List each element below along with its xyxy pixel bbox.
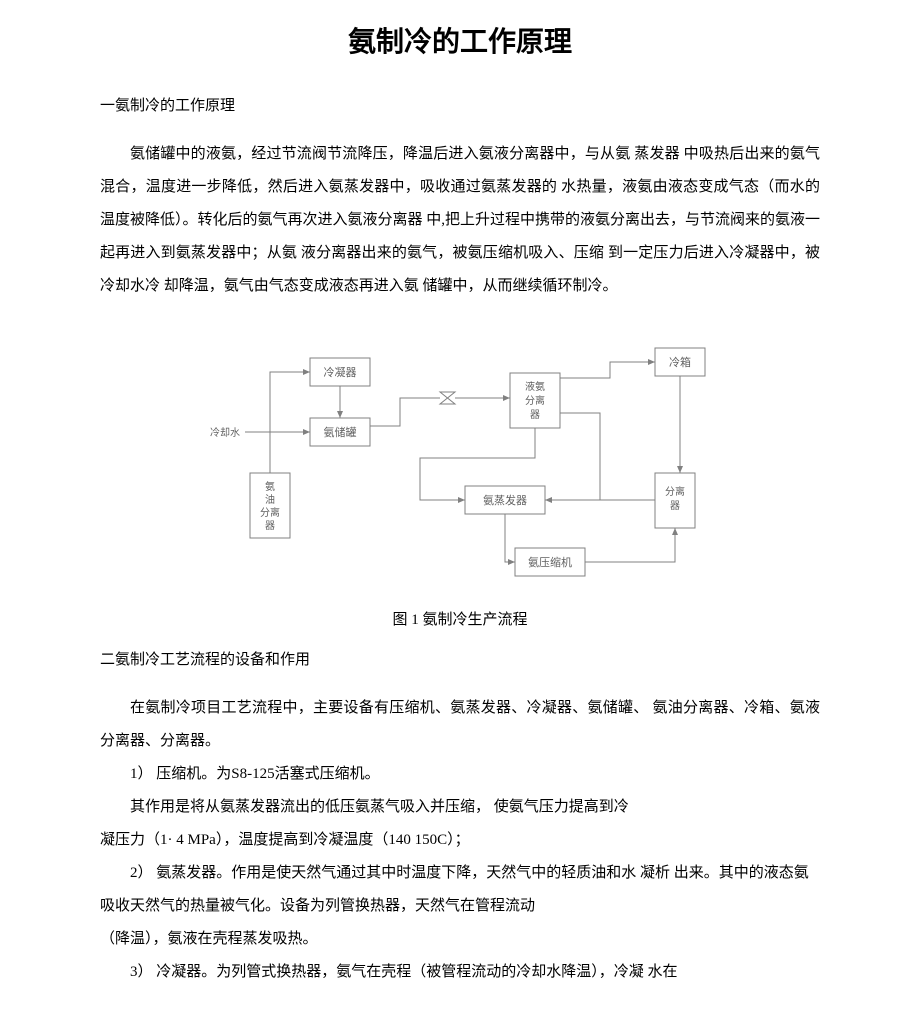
label-tank: 氨储罐 <box>324 425 357 439</box>
item-1-desc: 其作用是将从氨蒸发器流出的低压氨蒸气吸入并压缩， 使氨气压力提高到冷 <box>100 791 820 824</box>
section1-paragraph: 氨储罐中的液氨，经过节流阀节流降压，降温后进入氨液分离器中，与从氨 蒸发器 中吸… <box>100 138 820 303</box>
figure-caption: 图 1 氨制冷生产流程 <box>100 608 820 629</box>
label-compressor: 氨压缩机 <box>528 555 572 569</box>
section1-heading: 一氨制冷的工作原理 <box>100 90 820 123</box>
item-1-cont: 凝压力（1· 4 MPa），温度提高到冷凝温度（140 150C）； <box>100 824 820 857</box>
svg-text:油: 油 <box>265 493 275 506</box>
svg-text:氨: 氨 <box>265 480 275 493</box>
flowchart-svg: 冷凝器 氨储罐 冷却水 液氨 分离 器 冷箱 氨 油 分离 器 氨蒸发器 分离 … <box>180 318 740 598</box>
item-2-desc: （降温），氨液在壳程蒸发吸热。 <box>100 923 820 956</box>
label-cold-box: 冷箱 <box>669 355 691 369</box>
label-cooling-water: 冷却水 <box>210 426 240 439</box>
label-condenser: 冷凝器 <box>324 365 357 379</box>
svg-text:分离: 分离 <box>665 485 685 498</box>
svg-text:器: 器 <box>265 520 275 532</box>
page-title: 氨制冷的工作原理 <box>100 20 820 60</box>
item-1-num: 1） 压缩机。为S8-125活塞式压缩机。 <box>100 758 820 791</box>
svg-text:器: 器 <box>530 409 540 421</box>
svg-text:分离: 分离 <box>525 394 545 407</box>
svg-text:器: 器 <box>670 500 680 512</box>
svg-text:液氨: 液氨 <box>525 380 545 393</box>
figure-1: 冷凝器 氨储罐 冷却水 液氨 分离 器 冷箱 氨 油 分离 器 氨蒸发器 分离 … <box>100 318 820 629</box>
section2-intro: 在氨制冷项目工艺流程中，主要设备有压缩机、氨蒸发器、冷凝器、氨储罐、 氨油分离器… <box>100 692 820 758</box>
item-3-num: 3） 冷凝器。为列管式换热器，氨气在壳程（被管程流动的冷却水降温），冷凝 水在 <box>100 956 820 989</box>
item-2-num: 2） 氨蒸发器。作用是使天然气通过其中时温度下降，天然气中的轻质油和水 凝析 出… <box>100 857 820 923</box>
label-evaporator: 氨蒸发器 <box>483 493 527 507</box>
section2-heading: 二氨制冷工艺流程的设备和作用 <box>100 644 820 677</box>
svg-text:分离: 分离 <box>260 506 280 519</box>
